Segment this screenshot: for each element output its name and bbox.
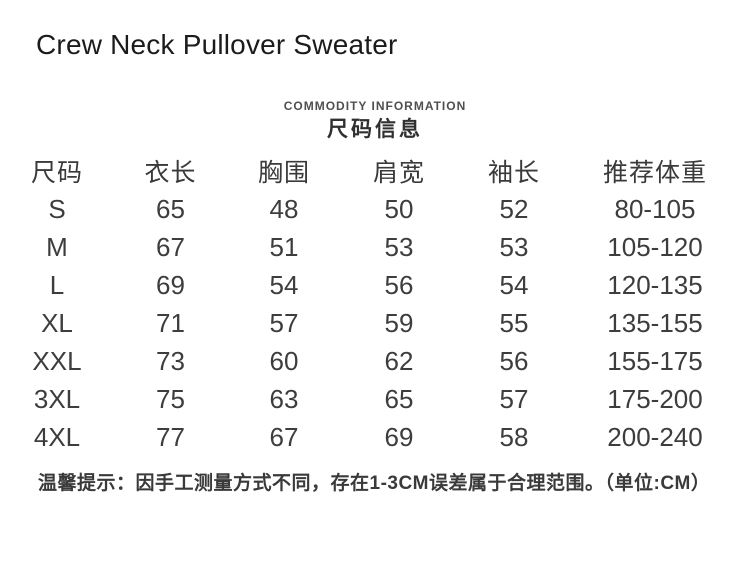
cell-sleeve: 52	[499, 194, 529, 225]
column-header-bust: 胸围	[257, 158, 310, 187]
cell-length: 67	[156, 232, 185, 263]
footer-note: 温馨提示：因手工测量方式不同，存在1-3CM误差属于合理范围。（单位:CM）	[38, 472, 711, 494]
cell-sleeve: 57	[499, 384, 529, 415]
cell-size: S	[48, 194, 66, 225]
cell-shoulder: 62	[384, 346, 414, 377]
cell-length: 77	[156, 422, 185, 453]
cell-size: 4XL	[33, 422, 81, 453]
table-row-l: L 69 54 56 54 120-135	[0, 267, 739, 305]
cell-bust: 54	[269, 270, 299, 301]
cell-bust: 60	[269, 346, 299, 377]
product-title: Crew Neck Pullover Sweater	[36, 29, 398, 60]
cell-length: 73	[156, 346, 185, 377]
cell-shoulder: 53	[384, 232, 414, 263]
table-row-m: M 67 51 53 53 105-120	[0, 229, 739, 267]
cell-length: 75	[156, 384, 185, 415]
cell-length: 69	[156, 270, 185, 301]
cell-sleeve: 56	[499, 346, 529, 377]
section-header: COMMODITY INFORMATION 尺码信息	[0, 99, 750, 143]
cell-shoulder: 69	[384, 422, 414, 453]
cell-sleeve: 53	[499, 232, 529, 263]
table-row-xl: XL 71 57 59 55 135-155	[0, 305, 739, 343]
section-subtitle-en: COMMODITY INFORMATION	[283, 98, 467, 113]
cell-length: 65	[156, 194, 185, 225]
cell-sleeve: 54	[499, 270, 529, 301]
cell-weight: 105-120	[607, 232, 703, 263]
section-title-cn: 尺码信息	[327, 117, 423, 141]
cell-size: XXL	[32, 346, 82, 377]
cell-weight: 135-155	[607, 308, 703, 339]
table-row-xxl: XXL 73 60 62 56 155-175	[0, 343, 739, 381]
cell-length: 71	[156, 308, 185, 339]
cell-bust: 51	[269, 232, 299, 263]
table-row-3xl: 3XL 75 63 65 57 175-200	[0, 381, 739, 419]
cell-shoulder: 56	[384, 270, 414, 301]
cell-bust: 57	[269, 308, 299, 339]
cell-bust: 67	[269, 422, 299, 453]
cell-size: 3XL	[33, 384, 81, 415]
cell-sleeve: 58	[499, 422, 529, 453]
table-row-4xl: 4XL 77 67 69 58 200-240	[0, 419, 739, 457]
cell-shoulder: 65	[384, 384, 414, 415]
column-header-size: 尺码	[30, 158, 83, 187]
column-header-weight: 推荐体重	[602, 158, 707, 187]
cell-weight: 155-175	[607, 346, 703, 377]
cell-size: M	[46, 232, 68, 263]
cell-weight: 175-200	[607, 384, 703, 415]
cell-size: XL	[41, 308, 73, 339]
size-table: 尺码 衣长 胸围 肩宽 袖长 推荐体重 S 65 48 50 52 80-105…	[0, 151, 739, 457]
column-header-length: 衣长	[144, 158, 197, 187]
cell-weight: 120-135	[607, 270, 703, 301]
cell-bust: 63	[269, 384, 299, 415]
cell-shoulder: 50	[384, 194, 414, 225]
column-header-shoulder: 肩宽	[372, 158, 425, 187]
table-row-s: S 65 48 50 52 80-105	[0, 191, 739, 229]
table-header-row: 尺码 衣长 胸围 肩宽 袖长 推荐体重	[0, 151, 739, 191]
column-header-sleeve: 袖长	[487, 158, 540, 187]
cell-weight: 80-105	[614, 194, 696, 225]
cell-size: L	[49, 270, 65, 301]
cell-shoulder: 59	[384, 308, 414, 339]
cell-weight: 200-240	[607, 422, 703, 453]
cell-sleeve: 55	[499, 308, 529, 339]
cell-bust: 48	[269, 194, 299, 225]
